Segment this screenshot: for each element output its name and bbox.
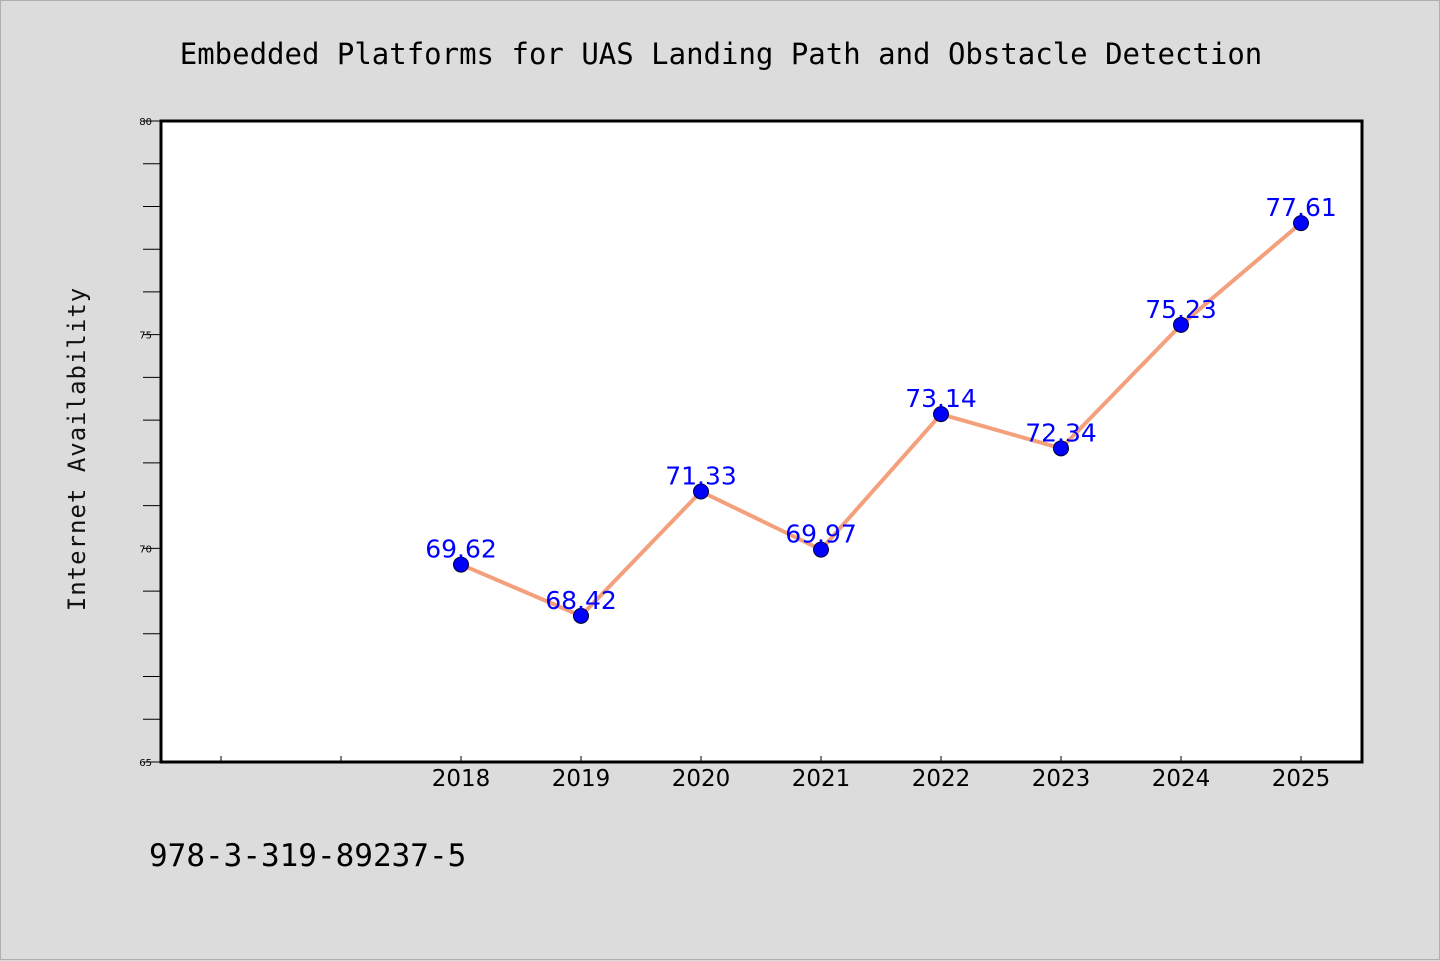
data-point xyxy=(453,556,469,573)
x-tick-label: 2018 xyxy=(432,766,491,792)
series-line xyxy=(460,221,1303,618)
data-label: 69.62 xyxy=(425,535,497,564)
x-tick-label: 2025 xyxy=(1272,766,1331,792)
y-tick-label: 75 xyxy=(139,331,152,342)
data-label: 72.34 xyxy=(1025,418,1097,447)
x-tick-label: 2022 xyxy=(912,766,971,792)
x-axis-ticks: 2018 2019 2020 2021 2022 2023 2024 2025 xyxy=(220,756,1331,792)
y-axis-ticks: 65 70 75 80 xyxy=(139,117,161,769)
data-labels: 69.62 68.42 71.33 69.97 73.14 72.34 75.23 77.61 xyxy=(425,193,1337,615)
series-polyline xyxy=(460,221,1303,618)
x-tick-label: 2023 xyxy=(1032,766,1091,792)
plot-area xyxy=(159,119,1364,764)
data-point xyxy=(693,483,709,500)
data-point xyxy=(813,541,829,558)
data-label: 71.33 xyxy=(665,461,737,490)
x-tick-label: 2020 xyxy=(672,766,731,792)
data-label: 77.61 xyxy=(1265,193,1337,222)
data-point xyxy=(1173,316,1189,333)
x-tick-label: 2021 xyxy=(792,766,851,792)
data-point xyxy=(933,406,949,423)
y-tick-label: 65 xyxy=(139,758,152,769)
chart-title: Embedded Platforms for UAS Landing Path … xyxy=(180,37,1263,71)
series-markers xyxy=(453,215,1309,624)
data-point xyxy=(1293,215,1309,232)
data-label: 75.23 xyxy=(1145,295,1217,324)
data-label: 68.42 xyxy=(545,586,617,615)
y-tick-label: 80 xyxy=(139,117,152,128)
x-tick-label: 2019 xyxy=(552,766,611,792)
data-point xyxy=(1053,440,1069,457)
data-label: 69.97 xyxy=(785,520,857,549)
data-label: 73.14 xyxy=(905,384,977,413)
y-tick-label: 70 xyxy=(139,544,152,555)
isbn-text: 978-3-319-89237-5 xyxy=(149,838,466,874)
data-point xyxy=(573,607,589,624)
x-tick-label: 2024 xyxy=(1152,766,1211,792)
y-axis-label: Internet Availability xyxy=(63,287,91,611)
